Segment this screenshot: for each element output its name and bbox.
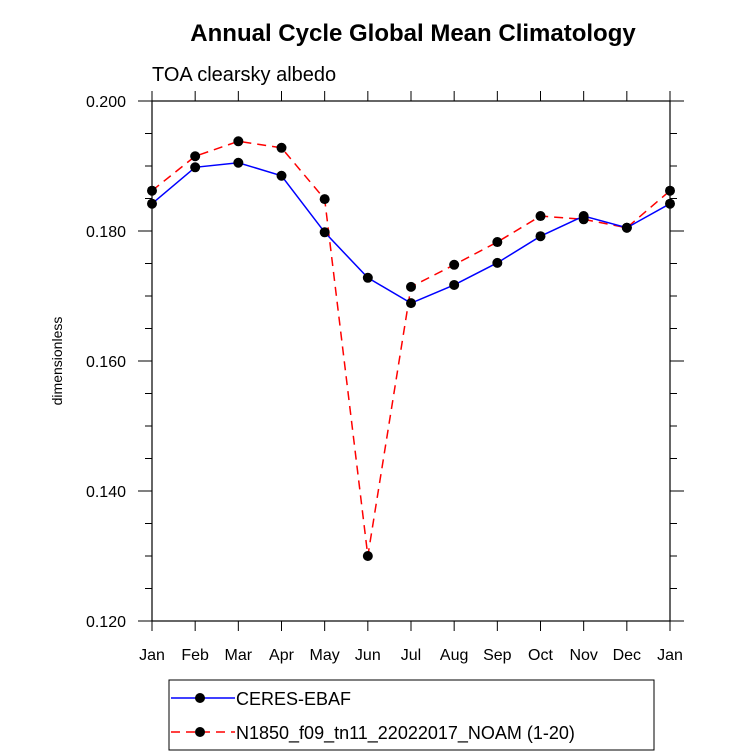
series-1-point xyxy=(578,214,589,225)
x-tick-label: Dec xyxy=(613,647,641,664)
legend-box xyxy=(168,679,655,751)
y-tick-label: 0.200 xyxy=(86,94,126,111)
series-0-point xyxy=(406,298,416,309)
series-0-point xyxy=(147,198,157,209)
x-tick-label: Mar xyxy=(225,647,253,664)
legend: CERES-EBAF N1850_f09_tn11_22022017_NOAM (… xyxy=(168,679,655,751)
series-line-1 xyxy=(151,140,671,557)
legend-marker-0 xyxy=(195,693,205,703)
series-1-point xyxy=(535,211,546,222)
legend-label-0: CERES-EBAF xyxy=(236,689,351,709)
series-1-point xyxy=(233,136,244,147)
y-tick-label: 0.160 xyxy=(86,354,126,371)
series-1-point xyxy=(621,222,632,233)
series-0-point xyxy=(362,272,373,283)
series-0-point xyxy=(665,198,675,209)
series-1-point xyxy=(449,259,460,270)
x-tick-label: Jan xyxy=(139,647,165,664)
series-1-point xyxy=(492,237,503,248)
series-0-point xyxy=(492,257,503,268)
chart-subtitle: TOA clearsky albedo xyxy=(152,64,336,86)
x-tick-label: Feb xyxy=(181,647,209,664)
x-tick-label: Oct xyxy=(528,647,553,664)
series-1-point xyxy=(147,185,157,196)
legend-marker-1 xyxy=(195,727,205,737)
series-0-point xyxy=(319,227,330,238)
series-0-point xyxy=(535,231,546,242)
series-1-point xyxy=(319,194,330,205)
series-0-point xyxy=(276,170,287,181)
y-tick-label: 0.120 xyxy=(86,614,126,631)
x-tick-label: Jun xyxy=(355,647,381,664)
series-layer xyxy=(147,136,675,561)
series-0-point xyxy=(233,157,244,168)
series-0-point xyxy=(190,162,201,173)
axes: Jan Feb Mar Apr May Jun Jul Aug Sep Oct Nov Dec Jan 0… xyxy=(86,91,684,664)
series-1-point xyxy=(276,142,287,153)
legend-label-1: N1850_f09_tn11_22022017_NOAM (1-20) xyxy=(236,723,575,744)
x-tick-label: Apr xyxy=(269,647,295,664)
series-0-point xyxy=(449,279,460,290)
series-1-point xyxy=(190,151,201,162)
x-tick-label: Aug xyxy=(440,647,468,664)
x-tick-label: Sep xyxy=(483,647,512,664)
x-tick-label: Jan xyxy=(657,647,683,664)
plot-frame xyxy=(151,100,671,622)
y-tick-label: 0.140 xyxy=(86,484,126,501)
y-tick-label: 0.180 xyxy=(86,224,126,241)
series-1-point xyxy=(362,551,373,561)
x-tick-label: Jul xyxy=(401,647,421,664)
chart-title: Annual Cycle Global Mean Climatology xyxy=(190,20,636,47)
series-1-point xyxy=(665,185,675,196)
y-axis-label: dimensionless xyxy=(49,317,65,406)
series-1-point xyxy=(406,281,416,292)
x-tick-label: Nov xyxy=(569,647,597,664)
x-tick-label: May xyxy=(310,647,340,664)
